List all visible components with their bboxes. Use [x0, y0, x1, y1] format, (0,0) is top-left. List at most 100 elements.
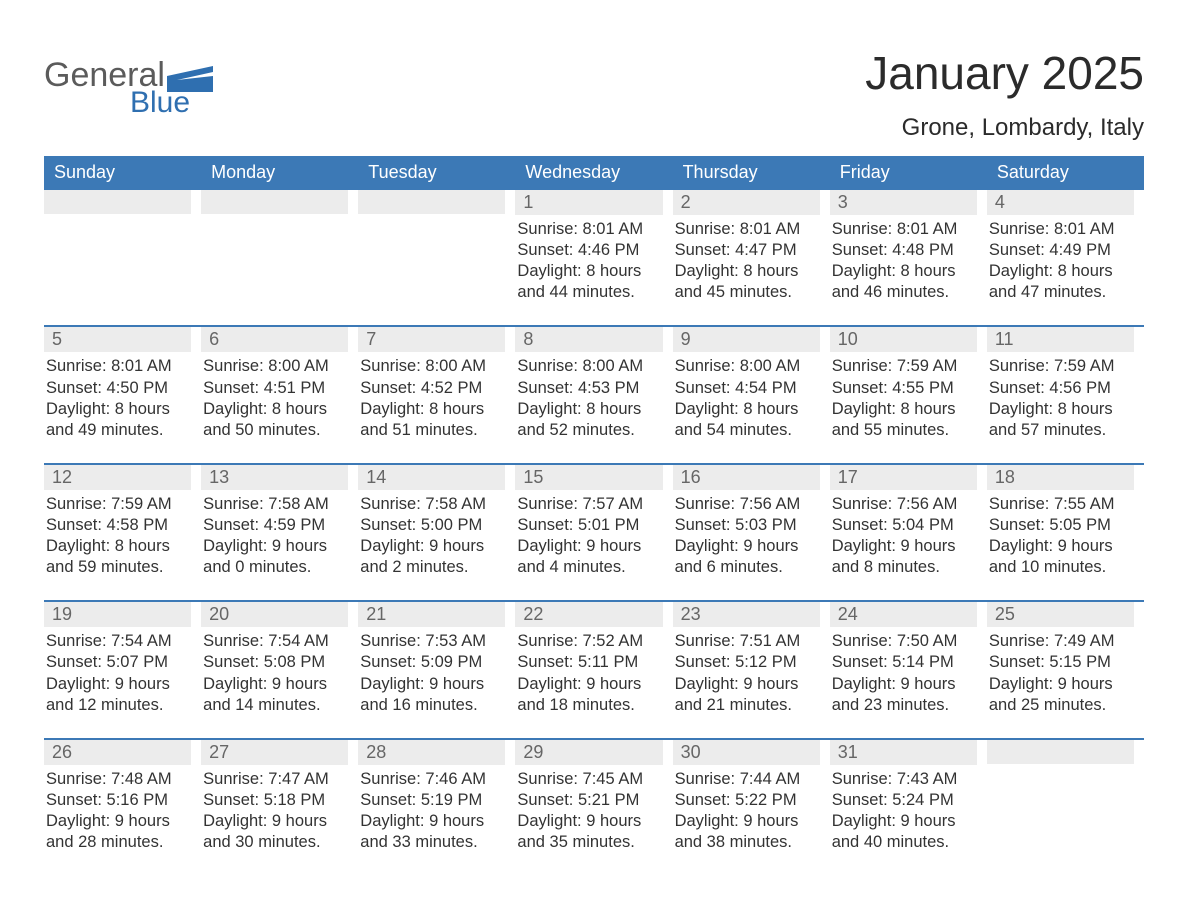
- sunset-value: 5:07 PM: [46, 652, 191, 673]
- daylight-value: 8 hours and 54 minutes.: [675, 399, 820, 441]
- daylight-value: 9 hours and 23 minutes.: [832, 674, 977, 716]
- month-title: January 2025: [865, 46, 1144, 100]
- sunrise-value: 7:54 AM: [203, 631, 348, 652]
- day-number: 2: [673, 190, 820, 215]
- day-body: 7:45 AM5:21 PM9 hours and 35 minutes.: [515, 769, 662, 853]
- sunrise-value: 7:59 AM: [832, 356, 977, 377]
- day-number: 26: [44, 740, 191, 765]
- day-number: [987, 740, 1134, 764]
- sunrise-value: 7:46 AM: [360, 769, 505, 790]
- header: General Blue January 2025 Grone, Lombard…: [44, 28, 1144, 142]
- daylight-value: 8 hours and 47 minutes.: [989, 261, 1134, 303]
- calendar-page: General Blue January 2025 Grone, Lombard…: [0, 0, 1188, 915]
- day-body: 7:53 AM5:09 PM9 hours and 16 minutes.: [358, 631, 505, 715]
- sunrise-value: 7:44 AM: [675, 769, 820, 790]
- sunrise-value: 7:56 AM: [832, 494, 977, 515]
- sunrise-value: 7:53 AM: [360, 631, 505, 652]
- day-cell: 26 7:48 AM5:16 PM9 hours and 28 minutes.: [44, 740, 201, 853]
- daylight-value: 9 hours and 38 minutes.: [675, 811, 820, 853]
- day-cell: 68:00 AM4:51 PM8 hours and 50 minutes.: [201, 327, 358, 440]
- day-number: 17: [830, 465, 977, 490]
- location: Grone, Lombardy, Italy: [865, 114, 1144, 142]
- sunset-value: 4:49 PM: [989, 240, 1134, 261]
- daylight-value: 8 hours and 55 minutes.: [832, 399, 977, 441]
- sunrise-value: 7:52 AM: [517, 631, 662, 652]
- sunrise-value: 8:01 AM: [46, 356, 191, 377]
- day-cell: 107:59 AM4:55 PM8 hours and 55 minutes.: [830, 327, 987, 440]
- daylight-value: 8 hours and 49 minutes.: [46, 399, 191, 441]
- day-cell: 17 7:56 AM5:04 PM9 hours and 8 minutes.: [830, 465, 987, 578]
- weekday-header: Saturday: [987, 156, 1144, 190]
- sunrise-value: 7:57 AM: [517, 494, 662, 515]
- day-cell: 307:44 AM5:22 PM9 hours and 38 minutes.: [673, 740, 830, 853]
- day-body: 7:58 AM5:00 PM9 hours and 2 minutes.: [358, 494, 505, 578]
- day-cell: 2 8:01 AM4:47 PM8 hours and 45 minutes.: [673, 190, 830, 303]
- sunset-value: 4:59 PM: [203, 515, 348, 536]
- day-cell: 137:58 AM4:59 PM9 hours and 0 minutes.: [201, 465, 358, 578]
- sunset-value: 5:11 PM: [517, 652, 662, 673]
- day-cell: 58:01 AM4:50 PM8 hours and 49 minutes.: [44, 327, 201, 440]
- day-number: 19: [44, 602, 191, 627]
- sunrise-value: 8:00 AM: [360, 356, 505, 377]
- sunset-value: 4:47 PM: [675, 240, 820, 261]
- sunrise-value: 8:00 AM: [517, 356, 662, 377]
- week-row: 127:59 AM4:58 PM8 hours and 59 minutes.1…: [44, 463, 1144, 600]
- title-block: January 2025 Grone, Lombardy, Italy: [865, 28, 1144, 142]
- day-number: 29: [515, 740, 662, 765]
- day-body: 8:01 AM4:47 PM8 hours and 45 minutes.: [673, 219, 820, 303]
- daylight-value: 9 hours and 8 minutes.: [832, 536, 977, 578]
- sunset-value: 5:19 PM: [360, 790, 505, 811]
- day-number: [44, 190, 191, 214]
- day-cell: 287:46 AM5:19 PM9 hours and 33 minutes.: [358, 740, 515, 853]
- daylight-value: 8 hours and 51 minutes.: [360, 399, 505, 441]
- sunset-value: 4:55 PM: [832, 378, 977, 399]
- logo-word-blue: Blue: [130, 88, 213, 118]
- day-number: 1: [515, 190, 662, 215]
- day-body: 8:00 AM4:53 PM8 hours and 52 minutes.: [515, 356, 662, 440]
- daylight-value: 8 hours and 57 minutes.: [989, 399, 1134, 441]
- day-number: 21: [358, 602, 505, 627]
- sunset-value: 4:56 PM: [989, 378, 1134, 399]
- day-number: 24: [830, 602, 977, 627]
- day-cell: 127:59 AM4:58 PM8 hours and 59 minutes.: [44, 465, 201, 578]
- day-cell: 38:01 AM4:48 PM8 hours and 46 minutes.: [830, 190, 987, 303]
- day-cell: [987, 740, 1144, 853]
- day-body: 7:54 AM5:07 PM9 hours and 12 minutes.: [44, 631, 191, 715]
- sunset-value: 4:52 PM: [360, 378, 505, 399]
- day-cell: 167:56 AM5:03 PM9 hours and 6 minutes.: [673, 465, 830, 578]
- day-number: 4: [987, 190, 1134, 215]
- day-body: 8:00 AM4:54 PM8 hours and 54 minutes.: [673, 356, 820, 440]
- day-body: 7:46 AM5:19 PM9 hours and 33 minutes.: [358, 769, 505, 853]
- sunset-value: 4:54 PM: [675, 378, 820, 399]
- day-body: 7:56 AM5:04 PM9 hours and 8 minutes.: [830, 494, 977, 578]
- daylight-value: 9 hours and 4 minutes.: [517, 536, 662, 578]
- sunset-value: 5:21 PM: [517, 790, 662, 811]
- day-number: 23: [673, 602, 820, 627]
- day-cell: 187:55 AM5:05 PM9 hours and 10 minutes.: [987, 465, 1144, 578]
- day-number: 14: [358, 465, 505, 490]
- day-number: 8: [515, 327, 662, 352]
- day-cell: [201, 190, 358, 303]
- day-number: 6: [201, 327, 348, 352]
- day-body: 7:52 AM5:11 PM9 hours and 18 minutes.: [515, 631, 662, 715]
- day-body: 7:44 AM5:22 PM9 hours and 38 minutes.: [673, 769, 820, 853]
- day-number: 3: [830, 190, 977, 215]
- day-number: 20: [201, 602, 348, 627]
- sunrise-value: 7:58 AM: [360, 494, 505, 515]
- day-cell: 14 7:58 AM5:00 PM9 hours and 2 minutes.: [358, 465, 515, 578]
- sunset-value: 5:05 PM: [989, 515, 1134, 536]
- day-body: 7:49 AM5:15 PM9 hours and 25 minutes.: [987, 631, 1134, 715]
- day-body: 7:48 AM5:16 PM9 hours and 28 minutes.: [44, 769, 191, 853]
- sunset-value: 4:50 PM: [46, 378, 191, 399]
- day-number: 25: [987, 602, 1134, 627]
- sunrise-value: 7:50 AM: [832, 631, 977, 652]
- sunrise-value: 8:01 AM: [675, 219, 820, 240]
- day-number: 12: [44, 465, 191, 490]
- day-cell: 227:52 AM5:11 PM9 hours and 18 minutes.: [515, 602, 672, 715]
- daylight-value: 9 hours and 18 minutes.: [517, 674, 662, 716]
- daylight-value: 9 hours and 16 minutes.: [360, 674, 505, 716]
- day-cell: 29 7:45 AM5:21 PM9 hours and 35 minutes.: [515, 740, 672, 853]
- sunset-value: 4:48 PM: [832, 240, 977, 261]
- sunset-value: 5:03 PM: [675, 515, 820, 536]
- sunset-value: 4:51 PM: [203, 378, 348, 399]
